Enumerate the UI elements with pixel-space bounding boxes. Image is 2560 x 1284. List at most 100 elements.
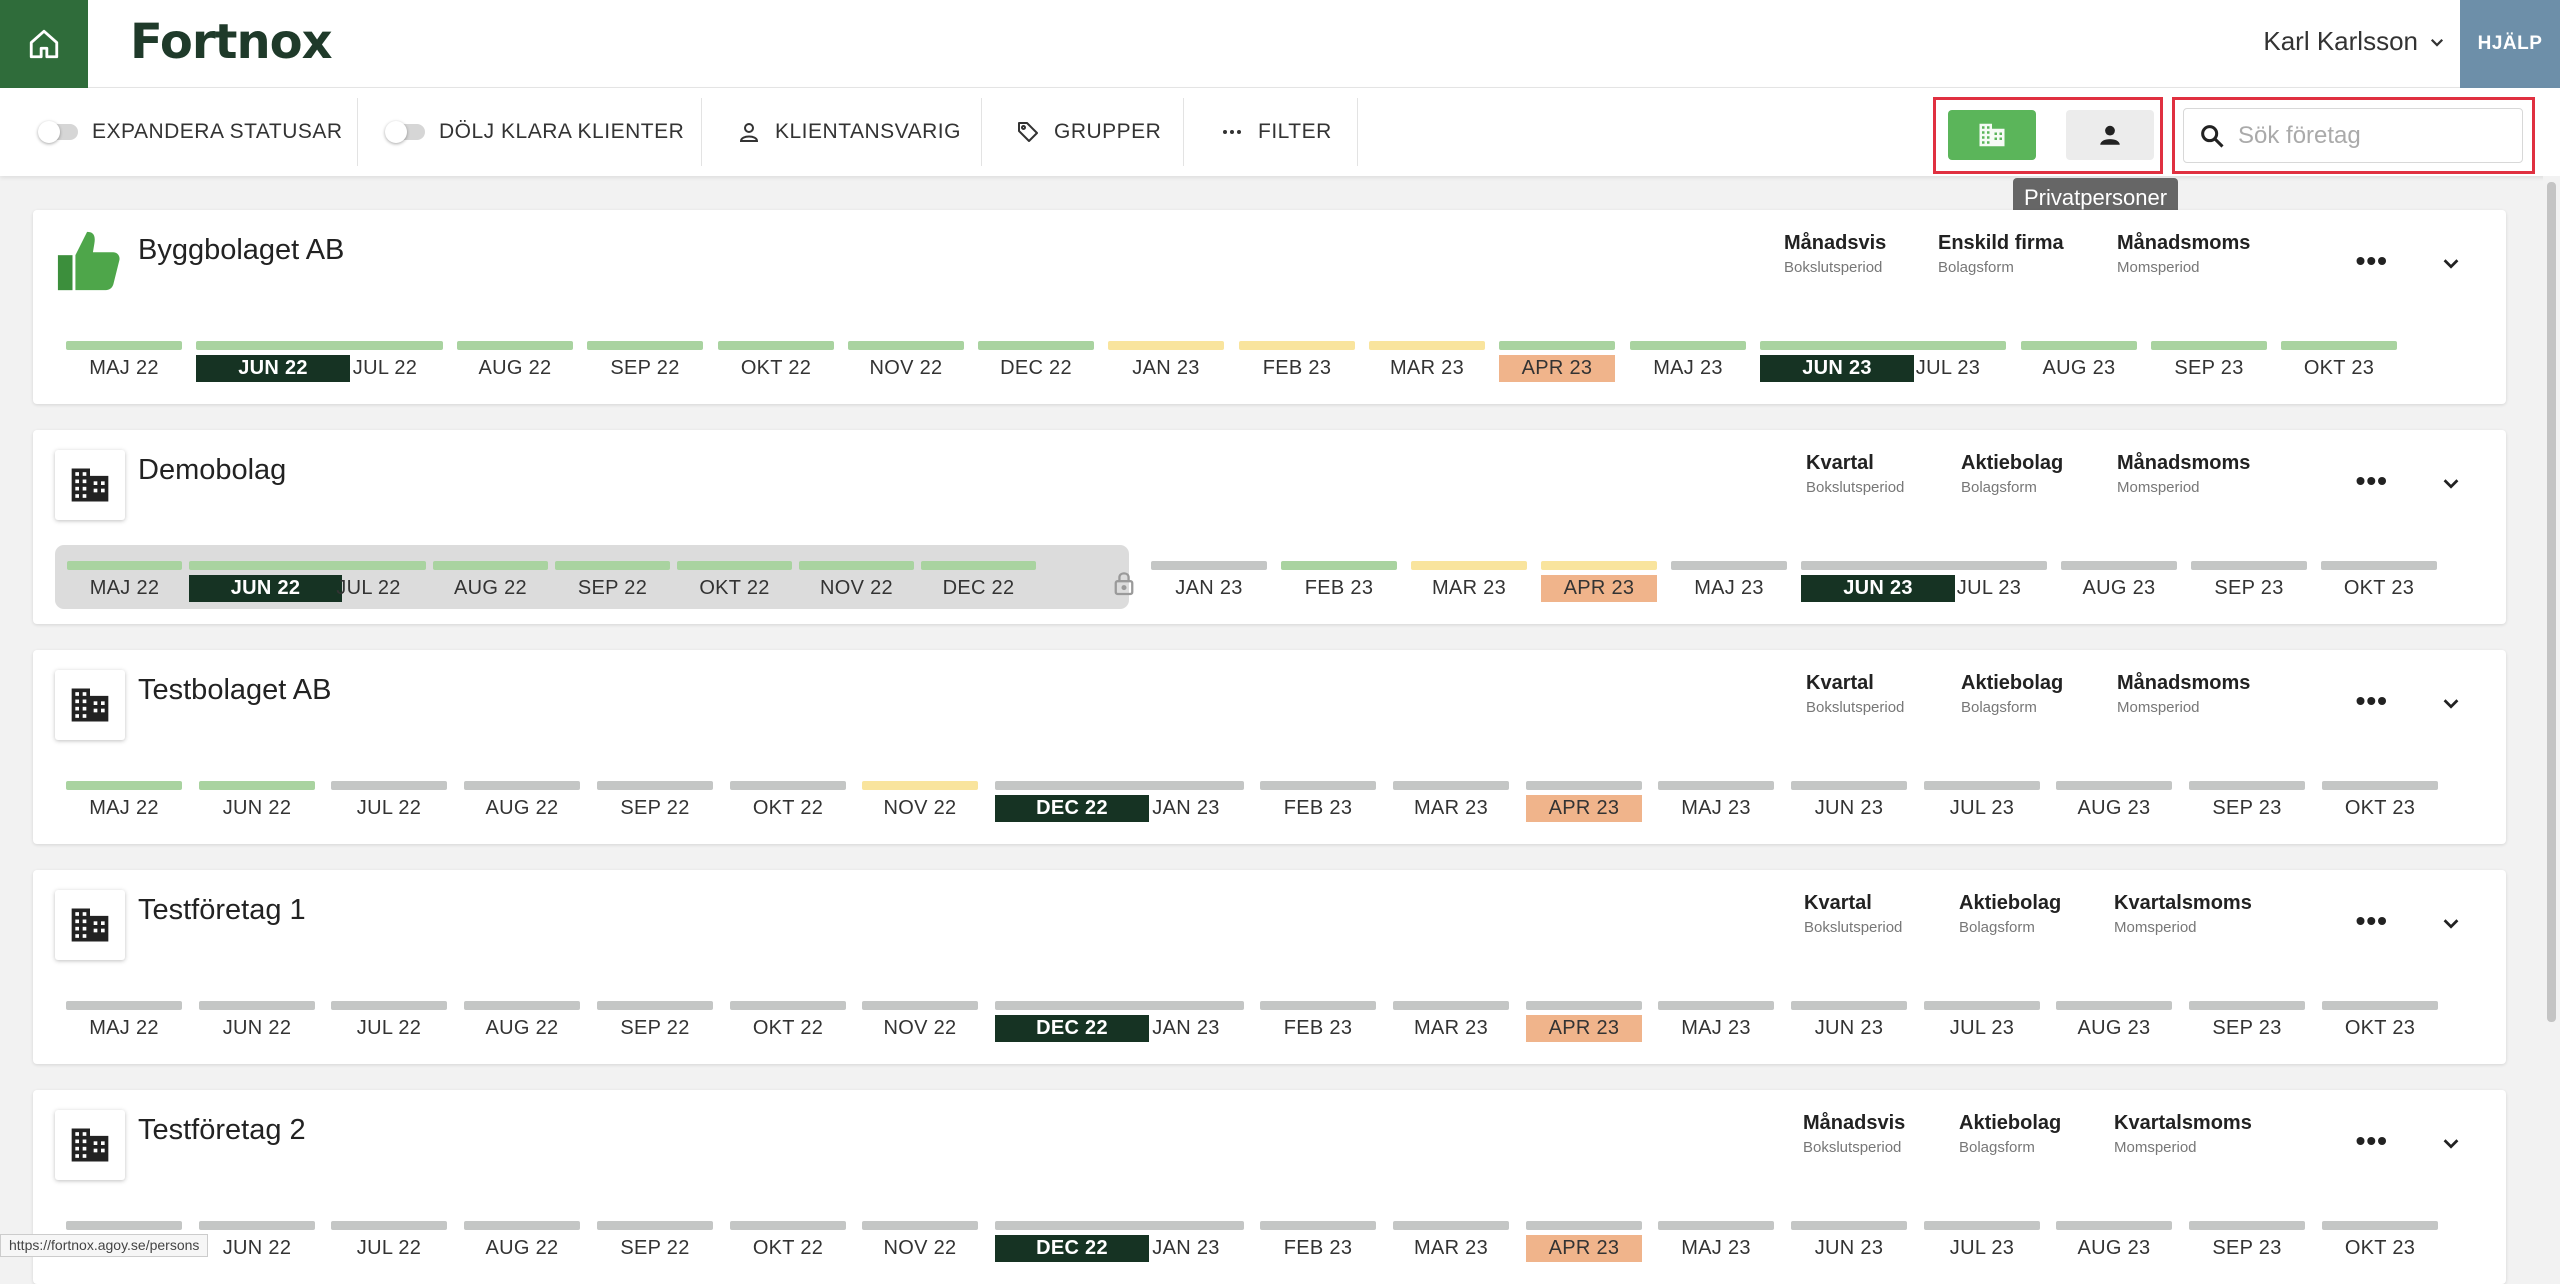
month-cell[interactable]: JUN 23 bbox=[1791, 985, 1907, 1049]
month-cell[interactable]: FEB 23 bbox=[1281, 545, 1397, 609]
more-options-icon[interactable]: ••• bbox=[2355, 685, 2388, 716]
toggle-switch[interactable] bbox=[385, 121, 425, 143]
month-cell[interactable]: APR 23 bbox=[1541, 545, 1657, 609]
month-cell[interactable]: OKT 23 bbox=[2281, 325, 2397, 389]
month-cell[interactable]: OKT 23 bbox=[2321, 545, 2437, 609]
more-options-icon[interactable]: ••• bbox=[2355, 465, 2388, 496]
month-cell[interactable]: AUG 23 bbox=[2056, 1205, 2172, 1269]
month-cell[interactable]: NOV 22 bbox=[848, 325, 964, 389]
month-cell[interactable]: MAJ 23 bbox=[1658, 985, 1774, 1049]
month-cell[interactable]: JUN 23 bbox=[1791, 1205, 1907, 1269]
month-cell[interactable]: SEP 23 bbox=[2151, 325, 2267, 389]
month-cell[interactable]: DEC 22 bbox=[995, 1205, 1149, 1269]
month-cell[interactable]: NOV 22 bbox=[862, 985, 978, 1049]
month-cell[interactable]: JUL 22 bbox=[331, 1205, 447, 1269]
fortnox-logo[interactable]: Fortnox bbox=[130, 14, 333, 70]
expand-statuses-toggle[interactable]: EXPANDERA STATUSAR bbox=[38, 88, 343, 176]
month-cell[interactable]: JUN 22 bbox=[196, 325, 350, 389]
expand-chevron-icon[interactable] bbox=[2440, 912, 2462, 939]
companies-view-button[interactable] bbox=[1948, 110, 2036, 160]
toggle-switch[interactable] bbox=[38, 121, 78, 143]
month-cell[interactable]: MAJ 22 bbox=[66, 985, 182, 1049]
month-cell[interactable]: MAR 23 bbox=[1369, 325, 1485, 389]
company-card[interactable]: Demobolag Kvartal Bokslutsperiod Aktiebolag… bbox=[33, 430, 2506, 624]
company-name[interactable]: Byggbolaget AB bbox=[138, 234, 345, 266]
month-cell[interactable]: OKT 23 bbox=[2322, 765, 2438, 829]
month-cell[interactable]: DEC 22 bbox=[921, 545, 1036, 609]
month-cell[interactable]: OKT 22 bbox=[718, 325, 834, 389]
month-cell[interactable]: APR 23 bbox=[1526, 985, 1642, 1049]
month-cell[interactable]: JUL 22 bbox=[311, 545, 426, 609]
month-cell[interactable]: AUG 22 bbox=[433, 545, 548, 609]
month-cell[interactable]: MAJ 22 bbox=[66, 765, 182, 829]
month-cell[interactable]: MAJ 23 bbox=[1671, 545, 1787, 609]
month-cell[interactable]: AUG 22 bbox=[464, 765, 580, 829]
month-cell[interactable]: SEP 23 bbox=[2191, 545, 2307, 609]
month-cell[interactable]: AUG 23 bbox=[2061, 545, 2177, 609]
month-cell[interactable]: SEP 23 bbox=[2189, 765, 2305, 829]
month-cell[interactable]: JUL 23 bbox=[1924, 1205, 2040, 1269]
home-button[interactable] bbox=[0, 0, 88, 88]
company-card[interactable]: Testföretag 2 Månadsvis Bokslutsperiod Akti… bbox=[33, 1090, 2506, 1284]
month-cell[interactable]: AUG 23 bbox=[2056, 765, 2172, 829]
more-options-icon[interactable]: ••• bbox=[2355, 245, 2388, 276]
month-cell[interactable]: JAN 23 bbox=[1128, 1205, 1244, 1269]
month-cell[interactable]: JUN 22 bbox=[199, 1205, 315, 1269]
expand-chevron-icon[interactable] bbox=[2440, 472, 2462, 499]
month-cell[interactable]: FEB 23 bbox=[1260, 765, 1376, 829]
month-cell[interactable]: DEC 22 bbox=[978, 325, 1094, 389]
expand-chevron-icon[interactable] bbox=[2440, 252, 2462, 279]
company-name[interactable]: Demobolag bbox=[138, 454, 287, 486]
month-cell[interactable]: JUL 23 bbox=[1924, 765, 2040, 829]
month-cell[interactable]: AUG 23 bbox=[2021, 325, 2137, 389]
user-menu[interactable]: Karl Karlsson bbox=[2263, 26, 2446, 57]
month-cell[interactable]: JAN 23 bbox=[1128, 765, 1244, 829]
month-cell[interactable]: AUG 23 bbox=[2056, 985, 2172, 1049]
month-cell[interactable]: NOV 22 bbox=[862, 765, 978, 829]
month-cell[interactable]: MAJ 22 bbox=[66, 325, 182, 389]
month-cell[interactable]: JAN 23 bbox=[1108, 325, 1224, 389]
month-cell[interactable]: MAJ 22 bbox=[67, 545, 182, 609]
month-cell[interactable]: OKT 22 bbox=[730, 765, 846, 829]
month-cell[interactable]: FEB 23 bbox=[1239, 325, 1355, 389]
company-card[interactable]: Testföretag 1 Kvartal Bokslutsperiod Aktieb… bbox=[33, 870, 2506, 1064]
month-cell[interactable]: JUL 22 bbox=[327, 325, 443, 389]
month-cell[interactable]: AUG 22 bbox=[464, 1205, 580, 1269]
filter-button[interactable]: FILTER bbox=[1220, 88, 1332, 176]
month-cell[interactable]: FEB 23 bbox=[1260, 1205, 1376, 1269]
company-name[interactable]: Testbolaget AB bbox=[138, 674, 332, 706]
expand-chevron-icon[interactable] bbox=[2440, 692, 2462, 719]
company-card[interactable]: Testbolaget AB Kvartal Bokslutsperiod Aktie… bbox=[33, 650, 2506, 844]
month-cell[interactable]: SEP 22 bbox=[597, 985, 713, 1049]
month-cell[interactable]: SEP 22 bbox=[587, 325, 703, 389]
scrollbar[interactable] bbox=[2543, 176, 2560, 1257]
month-cell[interactable]: JAN 23 bbox=[1128, 985, 1244, 1049]
month-cell[interactable]: JUN 22 bbox=[199, 765, 315, 829]
month-cell[interactable]: MAJ 23 bbox=[1630, 325, 1746, 389]
search-field[interactable] bbox=[2183, 108, 2523, 163]
groups-button[interactable]: GRUPPER bbox=[1016, 88, 1161, 176]
month-cell[interactable]: JUL 22 bbox=[331, 985, 447, 1049]
company-name[interactable]: Testföretag 2 bbox=[138, 1114, 306, 1146]
month-cell[interactable]: SEP 22 bbox=[555, 545, 670, 609]
month-cell[interactable]: JUN 22 bbox=[189, 545, 342, 609]
persons-view-button[interactable] bbox=[2066, 110, 2154, 160]
more-options-icon[interactable]: ••• bbox=[2355, 1125, 2388, 1156]
month-cell[interactable]: AUG 22 bbox=[457, 325, 573, 389]
month-cell[interactable]: AUG 22 bbox=[464, 985, 580, 1049]
month-cell[interactable]: OKT 22 bbox=[677, 545, 792, 609]
month-cell[interactable]: NOV 22 bbox=[799, 545, 914, 609]
month-cell[interactable]: JUL 23 bbox=[1890, 325, 2006, 389]
month-cell[interactable]: MAR 23 bbox=[1393, 765, 1509, 829]
search-input[interactable] bbox=[2238, 121, 2508, 150]
month-cell[interactable]: SEP 23 bbox=[2189, 1205, 2305, 1269]
month-cell[interactable]: OKT 23 bbox=[2322, 985, 2438, 1049]
month-cell[interactable]: OKT 22 bbox=[730, 1205, 846, 1269]
hide-done-clients-toggle[interactable]: DÖLJ KLARA KLIENTER bbox=[385, 88, 684, 176]
month-cell[interactable]: SEP 23 bbox=[2189, 985, 2305, 1049]
month-cell[interactable]: SEP 22 bbox=[597, 765, 713, 829]
month-cell[interactable]: JUL 23 bbox=[1924, 985, 2040, 1049]
month-cell[interactable]: APR 23 bbox=[1526, 765, 1642, 829]
month-cell[interactable]: DEC 22 bbox=[995, 985, 1149, 1049]
month-cell[interactable]: MAR 23 bbox=[1393, 1205, 1509, 1269]
